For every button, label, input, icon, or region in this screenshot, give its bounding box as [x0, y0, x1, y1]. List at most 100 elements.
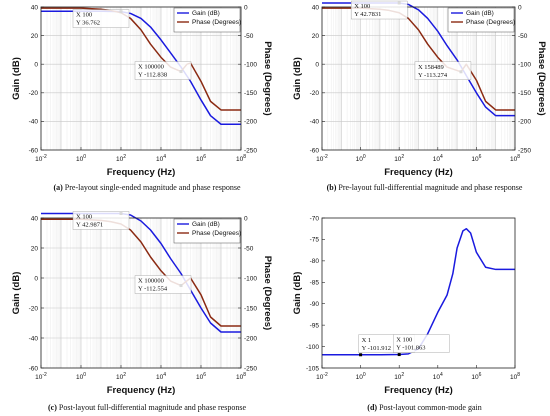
x-tick-label: 108: [510, 372, 520, 381]
datatip-text: X 100: [354, 3, 370, 10]
y2-tick-label: -100: [244, 62, 257, 69]
datatip-marker: [359, 353, 363, 357]
datatip-text: X 158489: [418, 64, 444, 71]
datatip-box: [72, 9, 130, 28]
panel-a: 10-2 100 102 104 106 108-60-40-2002040-250-20…: [11, 4, 273, 192]
caption: (a) Pre-layout single-ended magnitude an…: [53, 183, 241, 192]
y-tick-label: -20: [29, 90, 39, 97]
legend-box: [173, 7, 241, 33]
x-tick-label: 106: [196, 154, 206, 163]
y-axis-label: Gain (dB): [292, 57, 303, 100]
x-tick-label: 10-2: [316, 372, 328, 381]
x-tick-label: 108: [236, 154, 246, 163]
x-axis-label: Frequency (Hz): [107, 385, 176, 396]
x-tick-label: 108: [236, 372, 246, 381]
datatip-box: [351, 0, 408, 20]
caption: (d) Post-layout common-mode gain: [367, 403, 481, 412]
y2-tick-label: -200: [244, 335, 257, 342]
x-tick-label: 104: [433, 372, 443, 381]
y2-tick-label: -150: [244, 305, 257, 312]
datatip-text: X 100000: [138, 64, 164, 71]
y-tick-label: -20: [310, 90, 320, 97]
x-tick-label: 102: [394, 372, 404, 381]
axes-frame: [321, 6, 516, 151]
y2-tick-label: -100: [518, 62, 531, 69]
x-axis-label: Frequency (Hz): [107, 167, 176, 178]
y-tick-label: 20: [312, 33, 320, 40]
y2-tick-label: -250: [244, 147, 257, 154]
y2-tick-label: -50: [244, 33, 254, 40]
legend-label: Phase (Degrees): [192, 19, 241, 26]
legend-box: [173, 218, 241, 244]
y-tick-label: -100: [306, 344, 319, 351]
x-tick-label: 106: [196, 372, 206, 381]
y-tick-label: -90: [310, 301, 320, 308]
panel-c: 10-2 100 102 104 106 108-60-40-2002040-250-20…: [11, 211, 273, 412]
series-line-gain: [322, 227, 515, 356]
y2-tick-label: 0: [244, 215, 248, 222]
legend-label: Phase (Degrees): [466, 19, 515, 26]
x-axis-label: Frequency (Hz): [384, 167, 453, 178]
x-tick-label: 100: [356, 372, 366, 381]
y2-axis-label: Phase (Degrees): [262, 256, 273, 330]
datatip-text: Y -112.838: [138, 72, 167, 79]
y2-tick-label: -150: [244, 90, 257, 97]
legend-label: Gain (dB): [466, 10, 494, 17]
datatip-text: Y -101.912: [362, 345, 391, 352]
datatip-text: X 100: [76, 214, 92, 221]
y2-tick-label: -250: [244, 365, 257, 372]
datatip-box: [414, 61, 472, 80]
datatip-text: X 1: [362, 337, 372, 344]
x-tick-label: 10-2: [316, 154, 328, 163]
legend-box: [447, 7, 515, 33]
y2-tick-label: -50: [244, 245, 254, 252]
y2-tick-label: 0: [518, 4, 522, 11]
y-tick-label: 0: [315, 62, 319, 69]
x-tick-label: 106: [471, 372, 481, 381]
y-tick-label: -40: [29, 335, 39, 342]
panel-d: 10-2 100 102 104 106 108 -105 -100 -95 -90 -85 -80 -…: [292, 215, 520, 412]
x-tick-label: 106: [471, 154, 481, 163]
datatip-box: [134, 275, 192, 294]
y-axis-label: Gain (dB): [292, 272, 303, 315]
y-tick-label: -60: [310, 147, 320, 154]
datatip-box: [72, 211, 130, 230]
datatip-text: X 100: [396, 337, 412, 344]
x-tick-label: 100: [76, 372, 86, 381]
datatip-box: [134, 61, 192, 80]
datatip-text: Y -101.863: [396, 345, 425, 352]
y2-tick-label: 0: [244, 4, 248, 11]
legend: Gain (dB) Phase (Degrees): [173, 7, 241, 33]
axes-frame: [40, 6, 242, 151]
x-tick-label: 100: [356, 154, 366, 163]
x-tick-label: 104: [156, 154, 166, 163]
y-tick-label: 0: [34, 275, 38, 282]
x-tick-label: 10-2: [35, 154, 47, 163]
legend-label: Gain (dB): [192, 10, 220, 17]
y-axis-label: Gain (dB): [11, 272, 22, 315]
datatip-text: Y 42.7831: [354, 11, 381, 18]
y-tick-label: -20: [29, 305, 39, 312]
y2-axis-label: Phase (Degrees): [262, 41, 273, 115]
legend: Gain (dB) Phase (Degrees): [447, 7, 515, 33]
legend-label: Phase (Degrees): [192, 230, 241, 237]
y-tick-label: -60: [29, 365, 39, 372]
datatip-text: X 100: [76, 12, 92, 19]
y2-tick-label: -150: [518, 90, 531, 97]
caption: (c) Post-layout full-differential magnit…: [48, 403, 246, 412]
y-tick-label: 20: [31, 33, 39, 40]
y2-tick-label: -50: [518, 33, 528, 40]
panel-b: 10-2 100 102 104 106 108-60-40-2002040-250-20…: [292, 0, 547, 192]
y-tick-label: -40: [29, 119, 39, 126]
x-tick-label: 102: [116, 154, 126, 163]
y2-tick-label: -100: [244, 275, 257, 282]
y-tick-label: -70: [310, 215, 320, 222]
y-tick-label: 40: [31, 4, 39, 11]
